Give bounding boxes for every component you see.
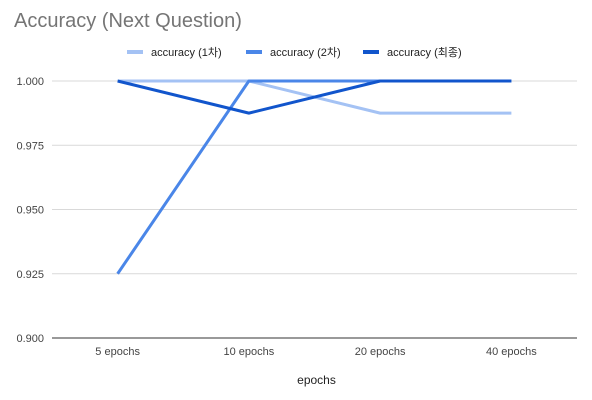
x-tick-label: 40 epochs (486, 346, 537, 358)
series-line-3 (117, 79, 512, 115)
y-tick-label: 1.000 (16, 76, 44, 88)
series-line-2 (116, 79, 512, 275)
y-tick-label: 0.950 (16, 205, 44, 217)
y-tick-label: 0.925 (16, 269, 44, 281)
legend-label: accuracy (최종) (387, 46, 462, 59)
y-tick-label: 0.900 (16, 333, 44, 345)
y-tick-label: 0.975 (16, 140, 44, 152)
legend-label: accuracy (2차) (270, 46, 341, 59)
x-tick-label: 5 epochs (95, 346, 140, 358)
legend-label: accuracy (1차) (151, 46, 222, 59)
x-axis-title: epochs (297, 373, 336, 387)
chart-title: Accuracy (Next Question) (14, 10, 242, 32)
x-tick-label: 10 epochs (223, 346, 274, 358)
x-tick-label: 20 epochs (355, 346, 406, 358)
